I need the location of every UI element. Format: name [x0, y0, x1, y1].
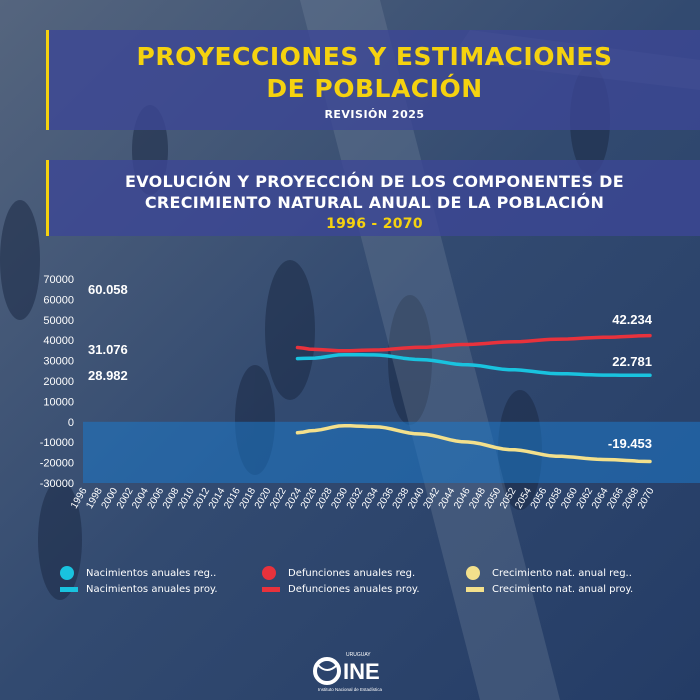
legend-marker	[262, 566, 276, 580]
data-label: 31.076	[88, 342, 128, 357]
logo-country: URUGUAY	[346, 652, 371, 658]
y-tick-label: 10000	[43, 396, 74, 408]
page-title-line1: PROYECCIONES Y ESTIMACIONES	[136, 42, 613, 71]
x-tick-label: 2070	[636, 486, 657, 511]
data-label: 42.234	[612, 312, 653, 327]
page-title-line2: DE POBLACIÓN	[266, 74, 483, 103]
y-tick-label: -10000	[40, 437, 74, 449]
y-tick-label: 0	[68, 417, 74, 429]
y-tick-label: -20000	[40, 458, 74, 470]
legend-label: Nacimientos anuales proy.	[86, 584, 218, 595]
legend-marker	[466, 587, 484, 592]
series-line	[295, 333, 652, 353]
series-line	[295, 423, 652, 464]
y-tick-label: 40000	[43, 335, 74, 347]
legend-label: Nacimientos anuales reg..	[86, 568, 217, 579]
legend-marker	[60, 566, 74, 580]
series-line	[295, 352, 652, 378]
logo-acronym: INE	[343, 659, 380, 684]
legend-label: Defunciones anuales reg.	[288, 568, 416, 579]
data-label: -19.453	[608, 436, 652, 451]
legend-marker	[60, 587, 78, 592]
y-tick-label: 50000	[43, 315, 74, 327]
chart-period: 1996 - 2070	[326, 216, 423, 232]
y-tick-label: 20000	[43, 376, 74, 388]
chart-title-banner: EVOLUCIÓN Y PROYECCIÓN DE LOS COMPONENTE…	[46, 160, 700, 236]
page-subtitle: REVISIÓN 2025	[324, 108, 425, 121]
legend-marker	[466, 566, 480, 580]
components-line-chart: 70000 60000 50000 40000 30000 20000 10000 0 -100…	[40, 274, 700, 511]
legend-label: Crecimiento nat. anual proy.	[492, 584, 634, 595]
ine-logo: INE URUGUAY Instituto Nacional de Estadí…	[313, 652, 383, 692]
data-label: 28.982	[88, 368, 128, 383]
y-tick-label: 70000	[43, 274, 74, 286]
chart-title-line1: EVOLUCIÓN Y PROYECCIÓN DE LOS COMPONENTE…	[124, 172, 624, 191]
y-tick-label: 60000	[43, 294, 74, 306]
y-tick-label: 30000	[43, 356, 74, 368]
legend-label: Defunciones anuales proy.	[288, 584, 420, 595]
data-label: 60.058	[88, 282, 128, 297]
header-banner: PROYECCIONES Y ESTIMACIONES DE POBLACIÓN…	[46, 30, 700, 130]
logo-name: Instituto Nacional de Estadística	[318, 687, 383, 692]
legend-label: Crecimiento nat. anual reg..	[492, 568, 632, 579]
legend-marker	[262, 587, 280, 592]
negative-zone-band	[83, 421, 700, 483]
data-label: 22.781	[612, 354, 652, 369]
chart-title-line2: CRECIMIENTO NATURAL ANUAL DE LA POBLACIÓ…	[144, 193, 605, 212]
y-tick-label: -30000	[40, 478, 74, 490]
